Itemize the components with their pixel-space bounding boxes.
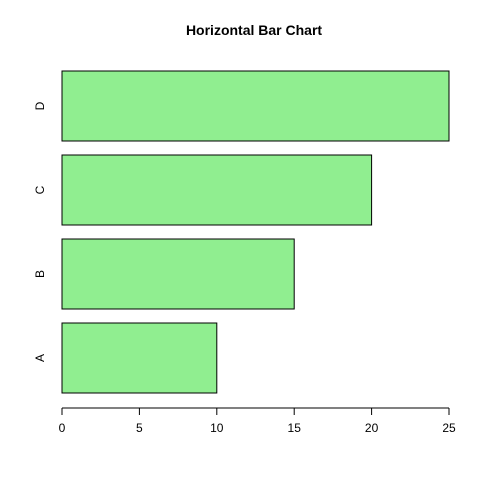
x-axis: 0 5 10 15 20 25 xyxy=(59,407,456,435)
y-tick-label-c: C xyxy=(33,185,47,194)
y-tick-label-a: A xyxy=(33,354,47,362)
y-tick-label-d: D xyxy=(33,101,47,110)
y-tick-label-b: B xyxy=(33,270,47,278)
bar-a xyxy=(61,322,218,394)
x-tick-label-15: 15 xyxy=(288,421,302,435)
x-tick-label-20: 20 xyxy=(365,421,379,435)
bar-d xyxy=(61,70,450,142)
bars-layer xyxy=(61,70,450,394)
y-axis-labels: A B C D xyxy=(33,101,47,362)
x-tick-label-5: 5 xyxy=(136,421,143,435)
x-tick-label-10: 10 xyxy=(210,421,224,435)
chart-title: Horizontal Bar Chart xyxy=(185,22,323,38)
x-tick-label-0: 0 xyxy=(59,421,66,435)
bar-b xyxy=(61,238,295,310)
x-tick-label-25: 25 xyxy=(442,421,456,435)
bar-c xyxy=(61,154,373,226)
